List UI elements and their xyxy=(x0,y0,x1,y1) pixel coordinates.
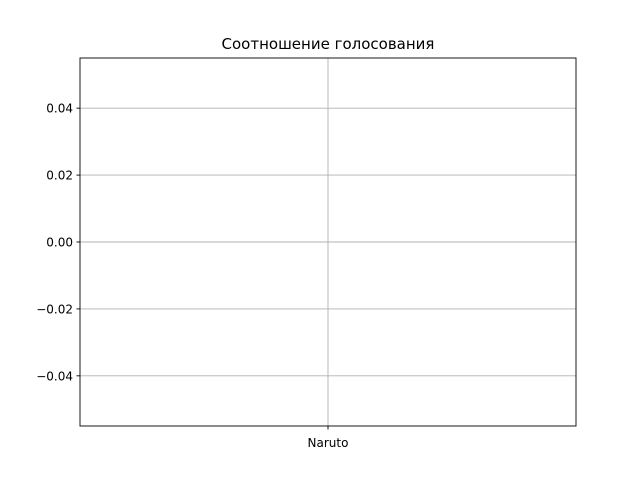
x-tick-label: Naruto xyxy=(308,436,349,450)
y-tick-label: 0.04 xyxy=(46,102,73,116)
ticks-layer: 0.04 0.02 0.00 −0.02 −0.04 Naruto xyxy=(36,102,348,450)
y-tick-label: 0.00 xyxy=(46,236,73,250)
y-tick-label: −0.04 xyxy=(36,369,73,383)
grid-layer xyxy=(80,58,576,426)
axes-frame xyxy=(79,57,577,427)
chart-title: Соотношение голосования xyxy=(222,35,435,53)
y-tick-label: 0.02 xyxy=(46,169,73,183)
y-tick-label: −0.02 xyxy=(36,302,73,316)
